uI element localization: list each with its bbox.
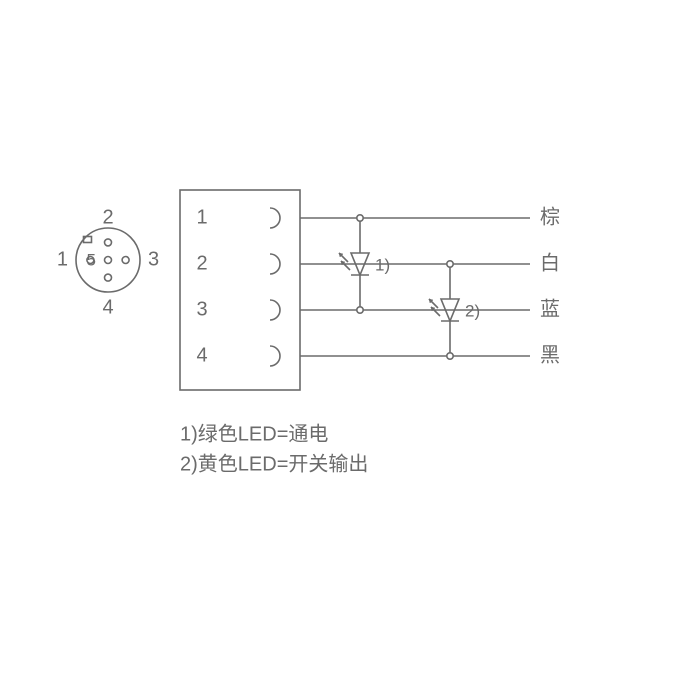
junction-node [447, 353, 453, 359]
terminal-num-1: 1 [196, 206, 207, 228]
connector-pin-3 [122, 257, 129, 264]
pin-label-2: 2 [102, 206, 113, 228]
wire-label-3: 蓝 [540, 297, 560, 320]
junction-node [357, 215, 363, 221]
wire-label-2: 白 [540, 251, 560, 274]
pin-label-5: 5 [87, 250, 96, 269]
terminal-box: 1 2 3 4 [180, 190, 300, 390]
terminal-num-2: 2 [196, 252, 207, 274]
connector-face: 1 2 3 4 5 [57, 206, 159, 318]
terminal-socket-3 [270, 300, 280, 320]
junction-node [447, 261, 453, 267]
junction-node [357, 307, 363, 313]
legend-line-1: 1)绿色LED=通电 [180, 422, 328, 445]
connector-pin-4 [105, 274, 112, 281]
legend-line-2: 2)黄色LED=开关输出 [180, 452, 368, 475]
wire-label-4: 黑 [540, 344, 560, 366]
pin-label-3: 3 [148, 248, 159, 270]
connector-pin-5 [105, 257, 112, 264]
wiring-diagram: 123451234棕白蓝黑1)2)1)绿色LED=通电2)黄色LED=开关输出 [0, 0, 700, 700]
terminal-num-3: 3 [196, 298, 207, 320]
led-id-1: 1) [375, 255, 390, 274]
terminal-socket-2 [270, 254, 280, 274]
connector-pin-2 [105, 239, 112, 246]
led-id-2: 2) [465, 301, 480, 320]
terminal-num-4: 4 [196, 344, 207, 366]
terminal-socket-1 [270, 208, 280, 228]
pin-label-4: 4 [102, 296, 113, 318]
wire-label-1: 棕 [540, 205, 560, 228]
pin-label-1: 1 [57, 248, 68, 270]
terminal-socket-4 [270, 346, 280, 366]
